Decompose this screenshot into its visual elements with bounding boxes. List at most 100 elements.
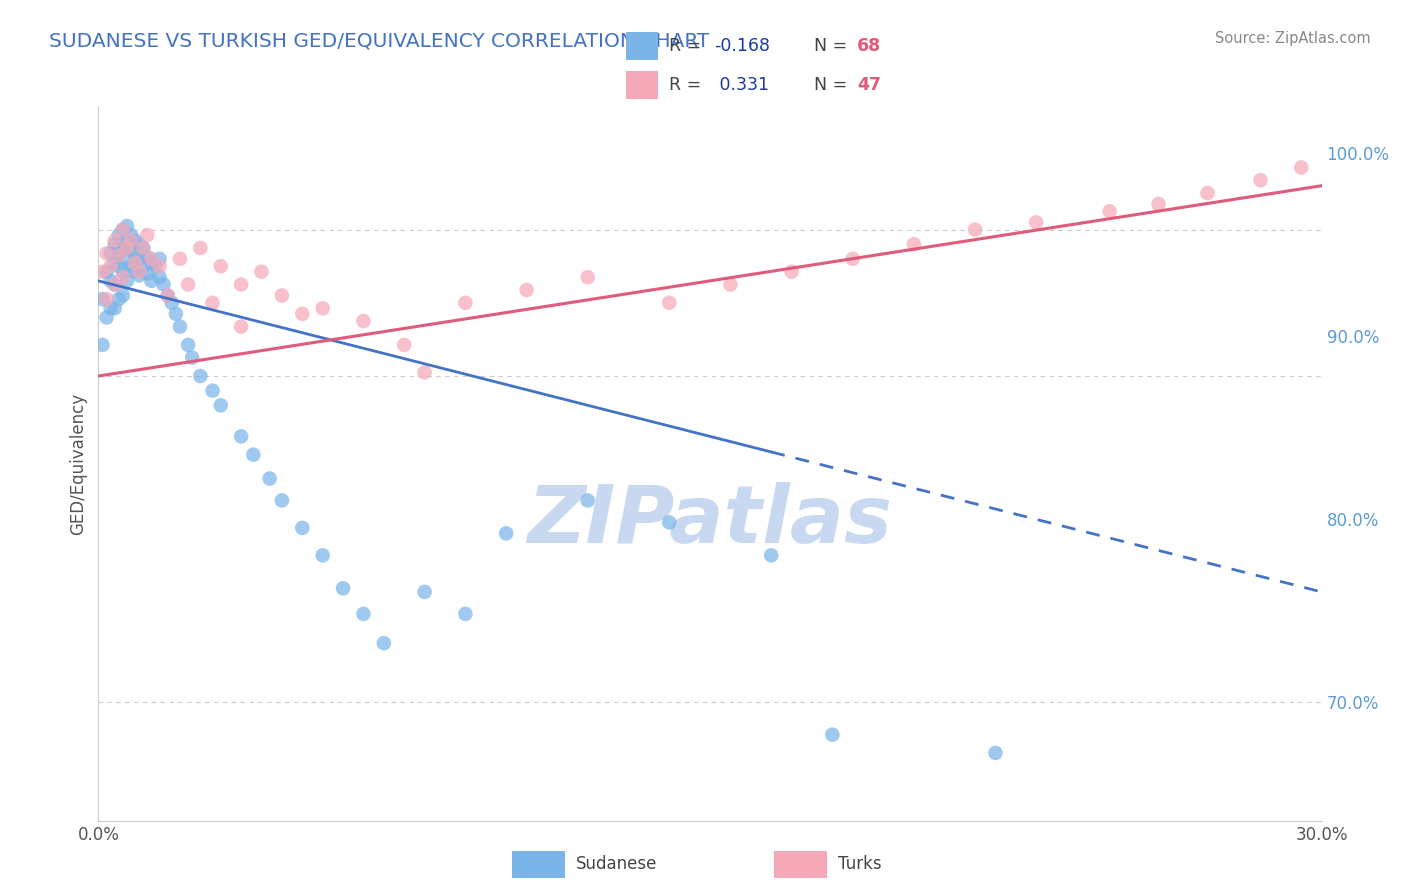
Text: 0.331: 0.331 [714,76,769,95]
Point [576,270,599,285]
Text: Source: ZipAtlas.com: Source: ZipAtlas.com [1215,31,1371,46]
Point [115,274,138,288]
Point [120,228,142,243]
Point [576,493,599,508]
Point [270,493,294,508]
Point [177,338,200,352]
Point [495,526,517,541]
Point [124,248,146,262]
Point [165,307,187,321]
Point [136,228,159,243]
Point [1249,173,1271,187]
Point [1291,161,1313,175]
Point [120,243,142,257]
Point [128,252,150,266]
Point [132,241,155,255]
Text: 47: 47 [858,76,882,95]
Point [516,283,538,297]
Point [231,429,253,443]
Point [141,274,163,288]
Point [181,351,204,365]
Point [291,521,314,535]
Point [1147,197,1170,211]
Point [1098,204,1121,219]
Point [136,250,159,264]
Point [115,219,138,233]
Point [156,288,179,302]
Point [115,241,138,255]
Point [352,607,374,621]
Point [332,581,354,595]
Text: 68: 68 [858,37,882,55]
Point [413,365,436,379]
Point [169,252,191,266]
Point [100,259,122,273]
Point [128,268,150,283]
Point [231,319,253,334]
Bar [773,851,827,878]
Point [413,585,436,599]
Bar [626,71,658,99]
Point [188,369,212,384]
Point [128,265,150,279]
Point [108,292,131,306]
Point [100,301,122,316]
Bar [512,851,565,878]
Text: Sudanese: Sudanese [576,855,658,873]
Point [312,549,335,563]
Point [658,295,681,310]
Point [111,270,134,285]
Point [111,222,134,236]
Point [136,267,159,281]
Point [231,277,253,292]
Point [156,288,179,302]
Text: Turks: Turks [838,855,882,873]
Point [104,277,127,292]
Point [201,295,224,310]
Point [108,248,131,262]
Point [141,255,163,269]
Point [291,307,314,321]
Text: R =: R = [669,76,707,95]
Point [965,222,987,236]
Point [124,234,146,248]
Point [1197,186,1219,200]
Point [152,277,174,292]
Point [111,241,134,255]
Y-axis label: GED/Equivalency: GED/Equivalency [69,392,87,535]
Point [718,277,742,292]
Point [209,398,232,412]
Point [454,295,477,310]
Point [454,607,477,621]
Point [124,265,146,279]
Point [96,310,118,325]
Point [91,338,114,352]
Point [903,237,925,252]
Point [96,292,118,306]
Point [96,265,118,279]
Point [841,252,863,266]
Point [352,314,374,328]
Point [115,252,138,266]
Point [128,237,150,252]
Point [149,259,172,273]
Text: R =: R = [669,37,707,55]
Point [96,246,118,260]
Point [108,259,131,273]
Point [169,319,191,334]
Point [111,288,134,302]
Text: SUDANESE VS TURKISH GED/EQUIVALENCY CORRELATION CHART: SUDANESE VS TURKISH GED/EQUIVALENCY CORR… [49,31,710,50]
Point [100,246,122,260]
Point [373,636,395,650]
Point [100,274,122,288]
Text: N =: N = [814,76,853,95]
Point [108,246,131,260]
Point [104,255,127,269]
Point [821,728,844,742]
Point [124,255,146,269]
Bar [626,32,658,60]
Point [270,288,294,302]
Point [780,265,803,279]
Point [250,265,273,279]
Point [120,234,142,248]
